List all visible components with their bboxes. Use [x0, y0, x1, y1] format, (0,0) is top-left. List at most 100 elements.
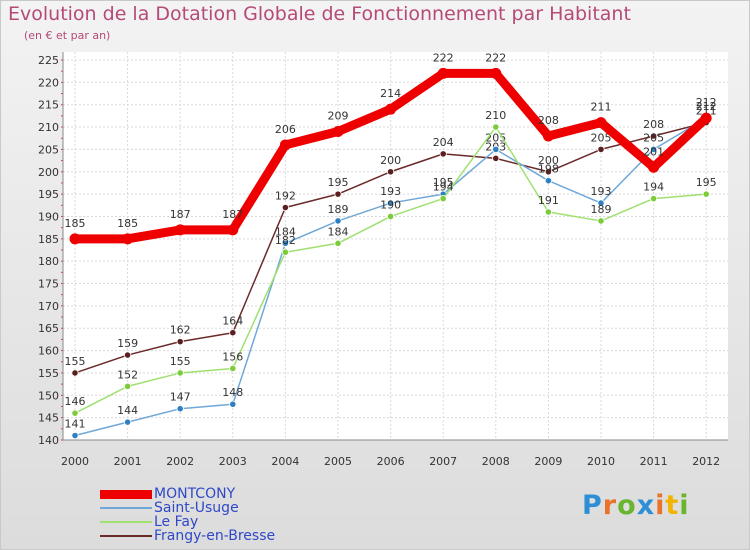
data-point-saint-usuge: [386, 199, 395, 207]
x-tick-label: 2005: [324, 455, 352, 468]
legend-item-frangy-en-bresse: Frangy-en-Bresse: [100, 529, 275, 543]
data-label-frangy-en-bresse: 192: [275, 190, 296, 203]
data-point-saint-usuge: [544, 177, 553, 185]
data-point-montcony: [542, 130, 554, 142]
data-point-saint-usuge: [492, 145, 500, 154]
data-point-montcony: [648, 161, 660, 173]
data-label-montcony: 185: [117, 217, 138, 230]
legend-item-saint-usuge: Saint-Usuge: [100, 501, 239, 515]
data-point-saint-usuge: [229, 400, 237, 408]
data-point-saint-usuge: [334, 217, 342, 225]
data-point-montcony: [595, 117, 607, 129]
data-label-montcony: 211: [591, 101, 612, 114]
data-label-frangy-en-bresse: 204: [433, 136, 454, 149]
data-point-saint-usuge: [649, 145, 658, 154]
y-tick-label: 215: [38, 99, 59, 112]
data-point-le-fay: [649, 194, 658, 203]
x-tick-label: 2003: [219, 455, 247, 468]
logo-letter: i: [655, 490, 666, 521]
data-label-frangy-en-bresse: 164: [222, 315, 243, 328]
y-tick-label: 165: [38, 322, 59, 335]
data-label-frangy-en-bresse: 162: [170, 324, 191, 337]
data-point-frangy-en-bresse: [229, 329, 237, 337]
data-point-montcony: [437, 67, 449, 79]
data-point-frangy-en-bresse: [492, 154, 500, 162]
data-label-frangy-en-bresse: 195: [328, 176, 349, 189]
y-tick-label: 140: [38, 434, 59, 447]
data-label-montcony: 187: [222, 208, 243, 221]
logo-letter: o: [617, 490, 637, 521]
data-point-frangy-en-bresse: [176, 338, 184, 346]
data-label-saint-usuge: 195: [433, 176, 454, 189]
x-tick-label: 2011: [640, 455, 668, 468]
data-label-saint-usuge: 198: [538, 163, 559, 176]
data-label-le-fay: 152: [117, 368, 138, 381]
data-label-saint-usuge: 193: [591, 185, 612, 198]
data-label-saint-usuge: 205: [643, 131, 664, 144]
logo-letter: P: [582, 490, 603, 521]
x-tick-label: 2000: [61, 455, 89, 468]
y-tick-label: 190: [38, 210, 59, 223]
data-point-montcony: [69, 233, 81, 245]
legend-item-montcony: MONTCONY: [100, 487, 235, 501]
data-label-le-fay: 184: [328, 225, 349, 238]
x-tick-label: 2004: [271, 455, 299, 468]
data-point-frangy-en-bresse: [597, 145, 605, 154]
data-label-montcony: 214: [380, 87, 401, 100]
y-tick-label: 195: [38, 188, 59, 201]
data-label-le-fay: 194: [643, 181, 664, 194]
data-point-le-fay: [492, 123, 500, 131]
data-point-montcony: [174, 224, 186, 236]
x-tick-label: 2012: [692, 455, 720, 468]
y-tick-label: 170: [38, 300, 59, 313]
data-label-le-fay: 191: [538, 194, 559, 207]
data-point-montcony: [332, 126, 344, 138]
y-tick-label: 200: [38, 166, 59, 179]
data-point-montcony: [122, 233, 134, 245]
data-point-frangy-en-bresse: [71, 369, 79, 377]
proxiti-logo: Proxiti: [582, 490, 690, 521]
data-point-le-fay: [702, 190, 710, 198]
data-point-frangy-en-bresse: [439, 150, 447, 158]
data-point-le-fay: [176, 369, 184, 377]
data-label-le-fay: 190: [380, 198, 401, 211]
data-point-frangy-en-bresse: [649, 132, 658, 140]
legend-item-le-fay: Le Fay: [100, 515, 198, 529]
logo-letter: i: [679, 490, 690, 521]
x-tick-label: 2008: [482, 455, 510, 468]
data-point-le-fay: [281, 248, 289, 256]
y-tick-label: 205: [38, 143, 59, 156]
data-point-le-fay: [544, 208, 553, 216]
chart-subtitle: (en € et par an): [24, 29, 111, 42]
legend-label-montcony: MONTCONY: [154, 486, 236, 502]
x-tick-label: 2001: [114, 455, 142, 468]
legend-swatch-le-fay: [100, 521, 152, 523]
legend-swatch-saint-usuge: [100, 507, 152, 509]
y-tick-label: 155: [38, 367, 59, 380]
data-point-le-fay: [229, 364, 237, 373]
x-tick-label: 2002: [166, 455, 194, 468]
y-tick-label: 180: [38, 255, 59, 268]
data-label-saint-usuge: 147: [170, 391, 191, 404]
y-tick-label: 160: [38, 345, 59, 358]
data-label-le-fay: 194: [433, 181, 454, 194]
y-tick-label: 220: [38, 76, 59, 89]
data-label-montcony: 222: [485, 51, 506, 64]
chart-title: Evolution de la Dotation Globale de Fonc…: [8, 3, 631, 25]
logo-letter: r: [602, 490, 618, 521]
data-point-frangy-en-bresse: [386, 168, 395, 176]
data-label-montcony: 206: [275, 123, 296, 136]
data-label-montcony: 185: [65, 217, 86, 230]
data-label-saint-usuge: 212: [696, 100, 717, 113]
data-point-montcony: [227, 224, 239, 236]
data-point-saint-usuge: [71, 431, 79, 440]
x-tick-label: 2006: [377, 455, 405, 468]
data-label-le-fay: 210: [485, 109, 506, 122]
data-point-saint-usuge: [124, 418, 132, 426]
y-tick-label: 185: [38, 233, 59, 246]
data-point-montcony: [385, 103, 397, 115]
data-point-frangy-en-bresse: [124, 351, 132, 359]
x-tick-label: 2009: [534, 455, 562, 468]
data-label-frangy-en-bresse: 208: [643, 118, 664, 131]
data-label-saint-usuge: 193: [380, 185, 401, 198]
